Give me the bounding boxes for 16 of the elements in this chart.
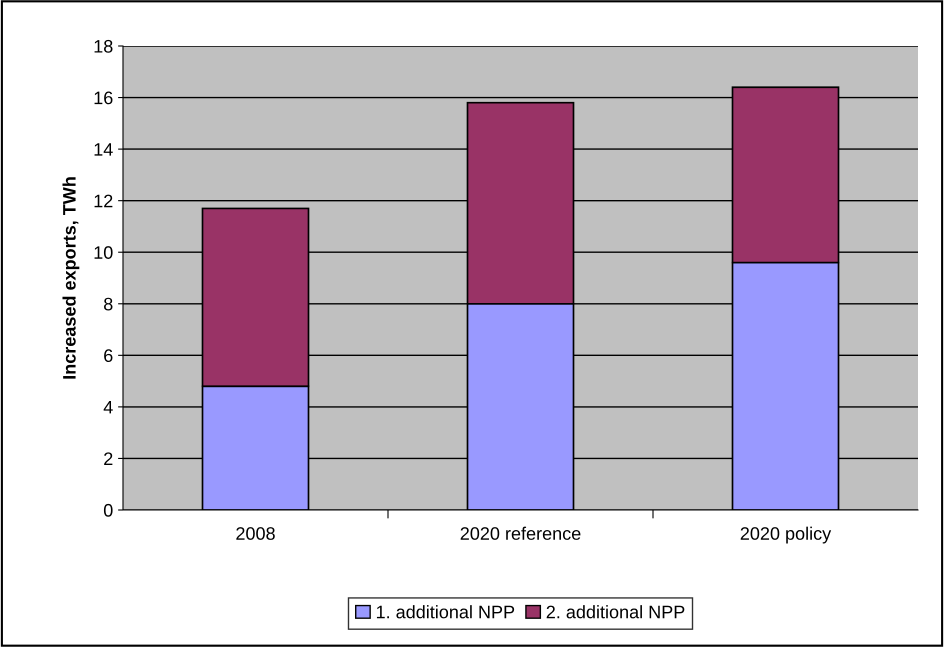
y-tick-label: 14	[94, 143, 113, 156]
y-tick-label: 8	[104, 298, 112, 310]
y-tick-label: 0	[104, 504, 113, 517]
y-tick-label: 16	[94, 91, 112, 104]
legend-label: 1. additional NPP	[376, 605, 514, 618]
y-tick-label: 2	[104, 452, 112, 465]
x-tick-label: 2020 policy	[740, 526, 832, 544]
x-tick-label: 2020 reference	[460, 526, 580, 540]
legend-label: 2. additional NPP	[546, 605, 684, 618]
y-tick-label: 4	[104, 401, 113, 414]
y-tick-label: 12	[94, 194, 112, 208]
y-tick-label: 6	[104, 349, 112, 362]
x-tick-label: 2008	[236, 527, 275, 540]
y-axis-title: Increased exports, TWh	[62, 177, 80, 379]
y-tick-label: 18	[94, 40, 112, 53]
y-tick-label: 10	[94, 246, 113, 259]
